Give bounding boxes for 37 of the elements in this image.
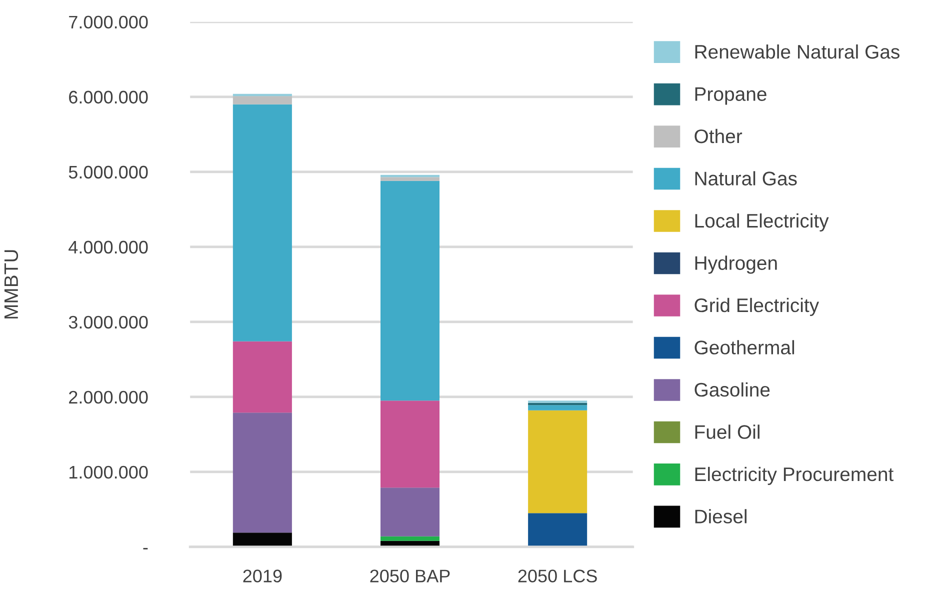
legend-label: Electricity Procurement: [695, 466, 894, 485]
bar: [232, 104, 292, 342]
legend-label: Renewable Natural Gas: [695, 44, 900, 59]
bar: [232, 341, 292, 413]
y-tick-label: 4.000.000: [68, 240, 148, 254]
legend-label: Gasoline: [694, 382, 770, 397]
y-axis-title: MMBTU: [4, 250, 18, 318]
y-tick-label: 2.000.000: [69, 390, 148, 404]
x-tick-label: 2050 LCS: [518, 570, 597, 582]
bar: [528, 513, 588, 547]
legend-label: Diesel: [695, 509, 746, 524]
legend-label: Geothermal: [694, 340, 794, 354]
y-tick-label: 6.000.000: [69, 90, 148, 104]
y-tick-label: 1.000.000: [70, 466, 148, 479]
bar: [528, 410, 588, 514]
legend-label: Hydrogen: [695, 256, 777, 274]
legend-label: Local Electricity: [695, 213, 829, 232]
y-tick-label: 7.000.000: [69, 16, 148, 29]
y-tick-label: 3.000.000: [68, 316, 148, 329]
bar: [380, 177, 440, 181]
bar: [380, 488, 440, 536]
legend-label: Other: [694, 128, 742, 144]
legend-label: Grid Electricity: [694, 298, 820, 316]
bar: [232, 412, 292, 533]
bar: [232, 532, 292, 547]
legend-label: Natural Gas: [695, 171, 797, 186]
x-tick-label: 2050 BAP: [370, 570, 450, 582]
x-tick-label: 2019: [243, 570, 282, 582]
bar: [380, 180, 440, 401]
legend-label: Fuel Oil: [695, 424, 760, 439]
y-tick-label: -: [143, 548, 148, 550]
bar: [232, 96, 292, 104]
legend-label: Propane: [695, 87, 766, 105]
y-tick-label: 5.000.000: [68, 166, 148, 179]
bar: [380, 400, 440, 488]
bar: [380, 536, 440, 541]
bar: [528, 405, 588, 410]
